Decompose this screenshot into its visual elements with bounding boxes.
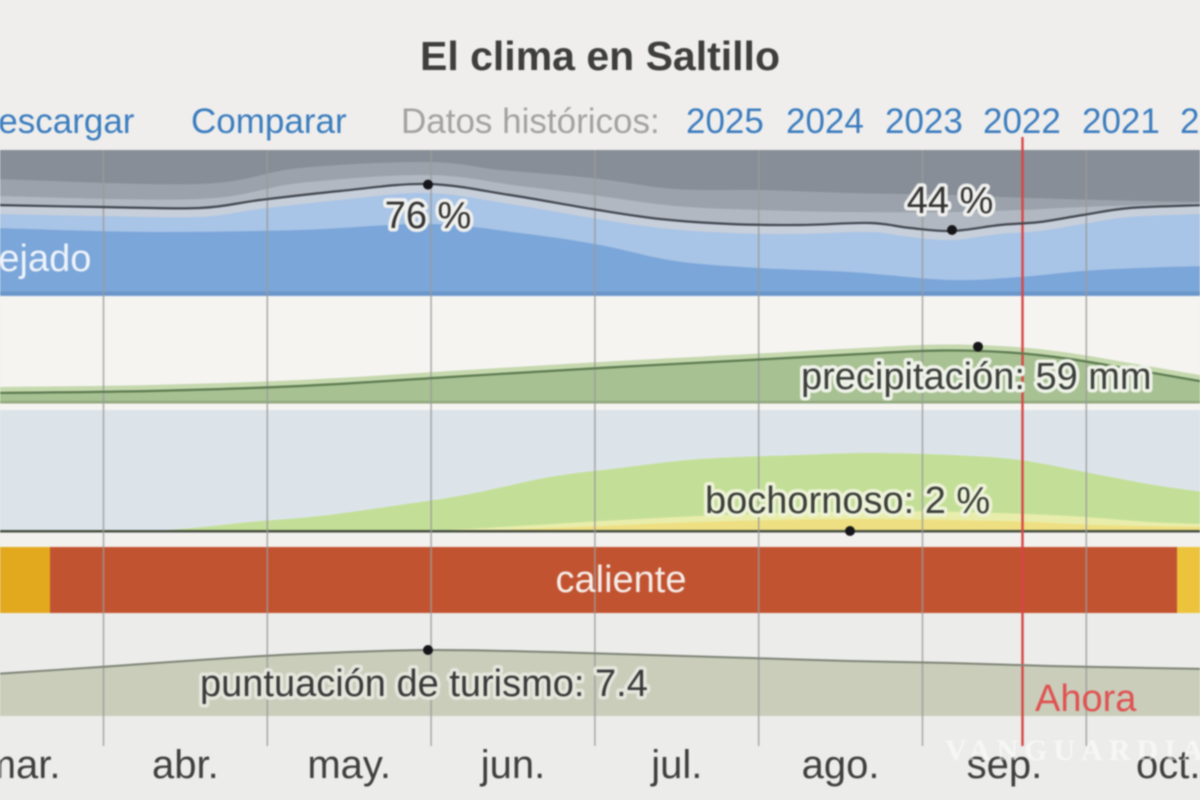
svg-text:mar.: mar. [0,743,60,787]
svg-text:Ahora: Ahora [1035,678,1137,720]
svg-text:despejado: despejado [0,238,91,280]
svg-text:Datos históricos:: Datos históricos: [401,102,660,141]
svg-text:jun.: jun. [480,743,546,787]
svg-text:2024: 2024 [786,102,864,141]
svg-text:abr.: abr. [152,743,219,787]
svg-text:2021: 2021 [1082,102,1160,141]
svg-text:precipitación: 59 mm: precipitación: 59 mm [801,356,1152,398]
svg-text:Comparar: Comparar [191,102,347,141]
svg-text:may.: may. [307,743,391,787]
svg-text:jul.: jul. [650,743,702,787]
svg-text:2025: 2025 [686,102,764,141]
svg-text:44 %: 44 % [907,180,994,222]
svg-text:oct.: oct. [1136,743,1200,787]
svg-text:puntuación de turismo: 7.4: puntuación de turismo: 7.4 [200,663,648,705]
svg-text:bochornoso: 2 %: bochornoso: 2 % [705,480,990,522]
svg-text:sep.: sep. [967,743,1043,787]
svg-text:El clima en Saltillo: El clima en Saltillo [420,33,780,79]
svg-text:2022: 2022 [983,102,1061,141]
svg-text:76 %: 76 % [385,195,472,237]
svg-text:caliente: caliente [556,559,687,601]
svg-text:2023: 2023 [885,102,963,141]
svg-text:2026: 2026 [1180,102,1200,141]
svg-text:Descargar: Descargar [0,102,135,141]
svg-text:VANGUARDIA: VANGUARDIA [945,734,1200,767]
svg-text:ago.: ago. [802,743,880,787]
